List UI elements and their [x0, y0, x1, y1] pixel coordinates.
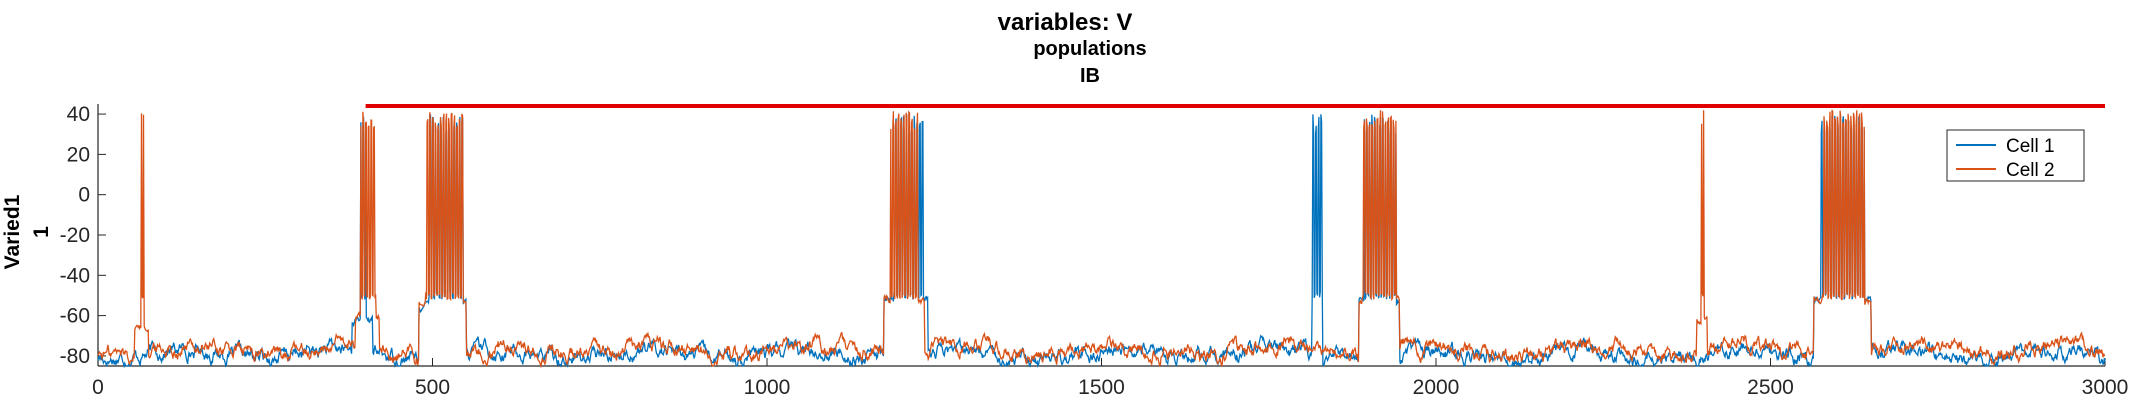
series-line-cell-1 [97, 114, 2106, 369]
legend-label-cell-1: Cell 1 [2006, 136, 2055, 157]
legend-label-cell-2: Cell 2 [2006, 160, 2055, 181]
y-tick-label: -40 [60, 264, 90, 287]
y-tick-label: 40 [67, 103, 90, 126]
y-tick-label: -20 [60, 224, 90, 247]
y-tick-label: -80 [60, 345, 90, 368]
legend: Cell 1 Cell 2 [1946, 129, 2085, 182]
chart-subtitle-ib: IB [1080, 65, 1100, 87]
y-axis-label-line1: Varied1 [1, 194, 24, 269]
x-tick-label: 500 [415, 376, 450, 399]
legend-box [1946, 129, 2085, 182]
x-tick-label: 1500 [1078, 376, 1125, 399]
chart-title: variables: V [998, 9, 1133, 36]
series-line-cell-2 [97, 109, 2106, 369]
x-tick-label: 0 [92, 376, 104, 399]
plot-area: 0 500 1000 1500 2000 2500 3000 -80 -60 -40 -20 0 20 4… [60, 103, 2129, 399]
x-tick-label: 3000 [2082, 376, 2129, 399]
chart-subtitle-populations: populations [1033, 38, 1146, 60]
y-tick-label: 0 [78, 184, 90, 207]
y-axis-label: Varied1 1 [1, 194, 53, 269]
x-tick-label: 2500 [1747, 376, 1794, 399]
x-tick-label: 1000 [744, 376, 791, 399]
y-tick-label: -60 [60, 305, 90, 328]
y-tick-label: 20 [67, 143, 90, 166]
x-tick-label: 2000 [1413, 376, 1460, 399]
y-axis-label-line2: 1 [30, 226, 53, 238]
